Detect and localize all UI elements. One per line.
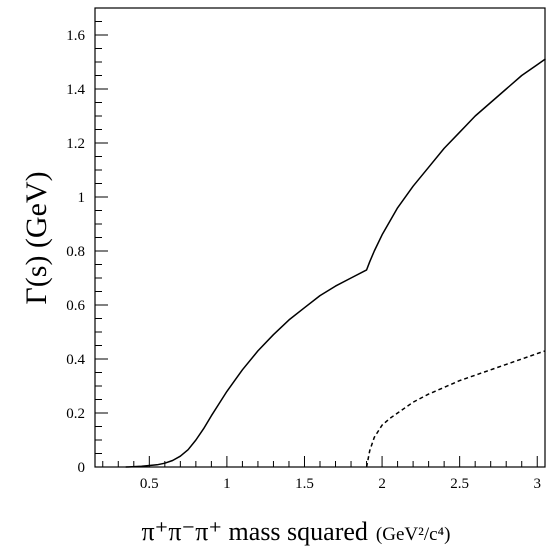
y-tick-label: 0.8 — [66, 244, 85, 260]
y-tick-label: 1.4 — [66, 82, 85, 98]
x-axis-title-units: (GeV²/c⁴) — [376, 524, 451, 545]
solid-series-line — [125, 58, 546, 468]
x-tick-label: 2 — [378, 476, 386, 492]
dashed-series-line — [365, 350, 546, 468]
y-tick-label: 0.2 — [66, 406, 85, 422]
x-axis-title-main: π⁺π⁻π⁺ mass squared — [142, 517, 368, 546]
y-tick-label: 1.2 — [66, 136, 85, 152]
x-tick-label: 0.5 — [140, 476, 159, 492]
plot-border — [94, 7, 546, 468]
series-group — [125, 58, 546, 468]
y-tick-label: 0.6 — [66, 298, 85, 314]
x-tick-label: 1 — [223, 476, 231, 492]
x-tick-label: 1.5 — [295, 476, 314, 492]
ticks — [95, 7, 538, 468]
tick-labels: 0.5 1 1.5 2 2.5 3 0 0.2 0.4 0.6 0.8 1 1.2 1.4 1.6 — [66, 28, 541, 492]
x-tick-label: 2.5 — [450, 476, 469, 492]
plot-frame — [94, 7, 546, 468]
y-tick-label: 0 — [78, 460, 86, 476]
y-tick-label: 1 — [78, 190, 86, 206]
y-tick-label: 1.6 — [66, 28, 85, 44]
y-axis-title: Γ(s) (GeV) — [20, 171, 53, 304]
x-axis-title: π⁺π⁻π⁺ mass squared (GeV²/c⁴) — [142, 517, 451, 546]
x-tick-label: 3 — [533, 476, 541, 492]
y-tick-label: 0.4 — [66, 352, 85, 368]
